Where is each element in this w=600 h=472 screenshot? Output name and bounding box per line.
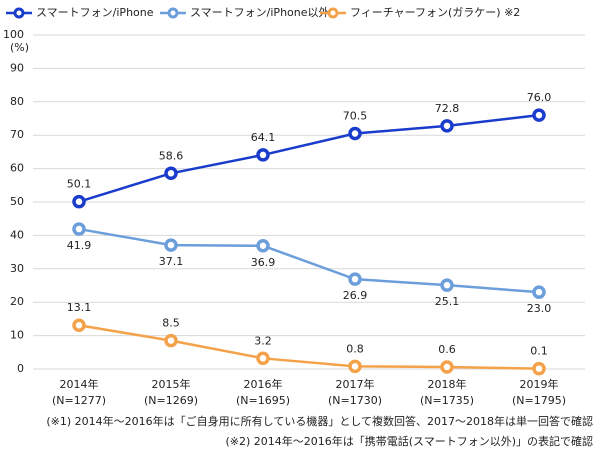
data-point [532, 361, 546, 376]
data-label: 26.9 [343, 289, 368, 302]
x-tick-sublabel: (N=1795) [512, 394, 566, 407]
data-point [164, 238, 178, 252]
x-tick-label: 2014年 [60, 377, 99, 391]
y-tick-label: 80 [10, 95, 24, 108]
y-tick-label: 20 [10, 295, 24, 308]
data-label: 37.1 [159, 255, 184, 268]
data-point [532, 285, 546, 299]
y-tick-label: 100 [3, 28, 24, 41]
data-point [72, 222, 86, 236]
data-point [256, 351, 270, 366]
data-label: 23.0 [527, 302, 552, 315]
data-point [164, 166, 178, 181]
data-label: 58.6 [159, 149, 184, 162]
y-axis-label: (%) [10, 41, 29, 54]
x-tick-sublabel: (N=1277) [52, 394, 106, 407]
data-point [348, 359, 362, 374]
series-line [78, 113, 540, 203]
footnote: (※2) 2014年～2016年は「携帯電話(スマートフォン以外)」の表記で確認 [225, 434, 593, 448]
y-tick-label: 70 [10, 128, 24, 141]
legend-label: スマートフォン/iPhone以外 [190, 6, 330, 19]
data-point [164, 333, 178, 348]
x-tick-label: 2016年 [244, 377, 283, 391]
legend-marker [167, 7, 179, 19]
data-point [440, 119, 454, 133]
data-label: 8.5 [162, 317, 180, 330]
y-tick-label: 10 [10, 329, 24, 342]
data-label: 70.5 [343, 110, 368, 123]
y-tick-label: 30 [10, 262, 24, 275]
footnote: (※1) 2014年～2016年は「ご自身用に所有している機器」として複数回答、… [46, 414, 593, 428]
series-line [78, 324, 540, 370]
x-tick-label: 2017年 [336, 377, 375, 391]
x-tick-sublabel: (N=1730) [328, 394, 382, 407]
data-label: 13.1 [67, 301, 92, 314]
x-tick-sublabel: (N=1269) [144, 394, 198, 407]
data-point [72, 194, 86, 209]
legend-label: フィーチャーフォン(ガラケー) ※2 [350, 6, 520, 19]
data-point [440, 360, 454, 374]
data-point [348, 126, 362, 141]
y-tick-label: 60 [10, 162, 24, 175]
y-tick-label: 50 [10, 195, 24, 208]
x-tick-sublabel: (N=1695) [236, 394, 290, 407]
legend-marker [13, 7, 25, 19]
y-tick-label: 40 [10, 228, 24, 241]
data-point [72, 318, 86, 332]
data-label: 0.1 [530, 345, 548, 358]
x-tick-label: 2019年 [520, 377, 559, 391]
data-label: 72.8 [435, 102, 460, 115]
series-line [78, 227, 540, 294]
data-label: 36.9 [251, 256, 276, 269]
data-label: 76.0 [527, 91, 552, 104]
x-tick-sublabel: (N=1735) [420, 394, 474, 407]
data-point [440, 278, 454, 292]
data-label: 41.9 [67, 239, 92, 252]
y-tick-label: 0 [17, 362, 24, 375]
x-tick-label: 2018年 [428, 377, 467, 391]
y-tick-label: 90 [10, 61, 24, 74]
data-label: 25.1 [435, 295, 460, 308]
x-tick-label: 2015年 [152, 377, 191, 391]
data-point [532, 108, 546, 122]
data-point [256, 239, 270, 253]
data-label: 3.2 [254, 334, 272, 347]
legend-label: スマートフォン/iPhone [36, 6, 154, 19]
data-label: 50.1 [67, 178, 92, 191]
data-label: 0.6 [438, 343, 456, 356]
data-label: 0.8 [346, 342, 364, 355]
legend-marker [327, 7, 339, 19]
data-point [256, 148, 270, 162]
data-point [348, 272, 362, 286]
data-label: 64.1 [251, 131, 276, 144]
